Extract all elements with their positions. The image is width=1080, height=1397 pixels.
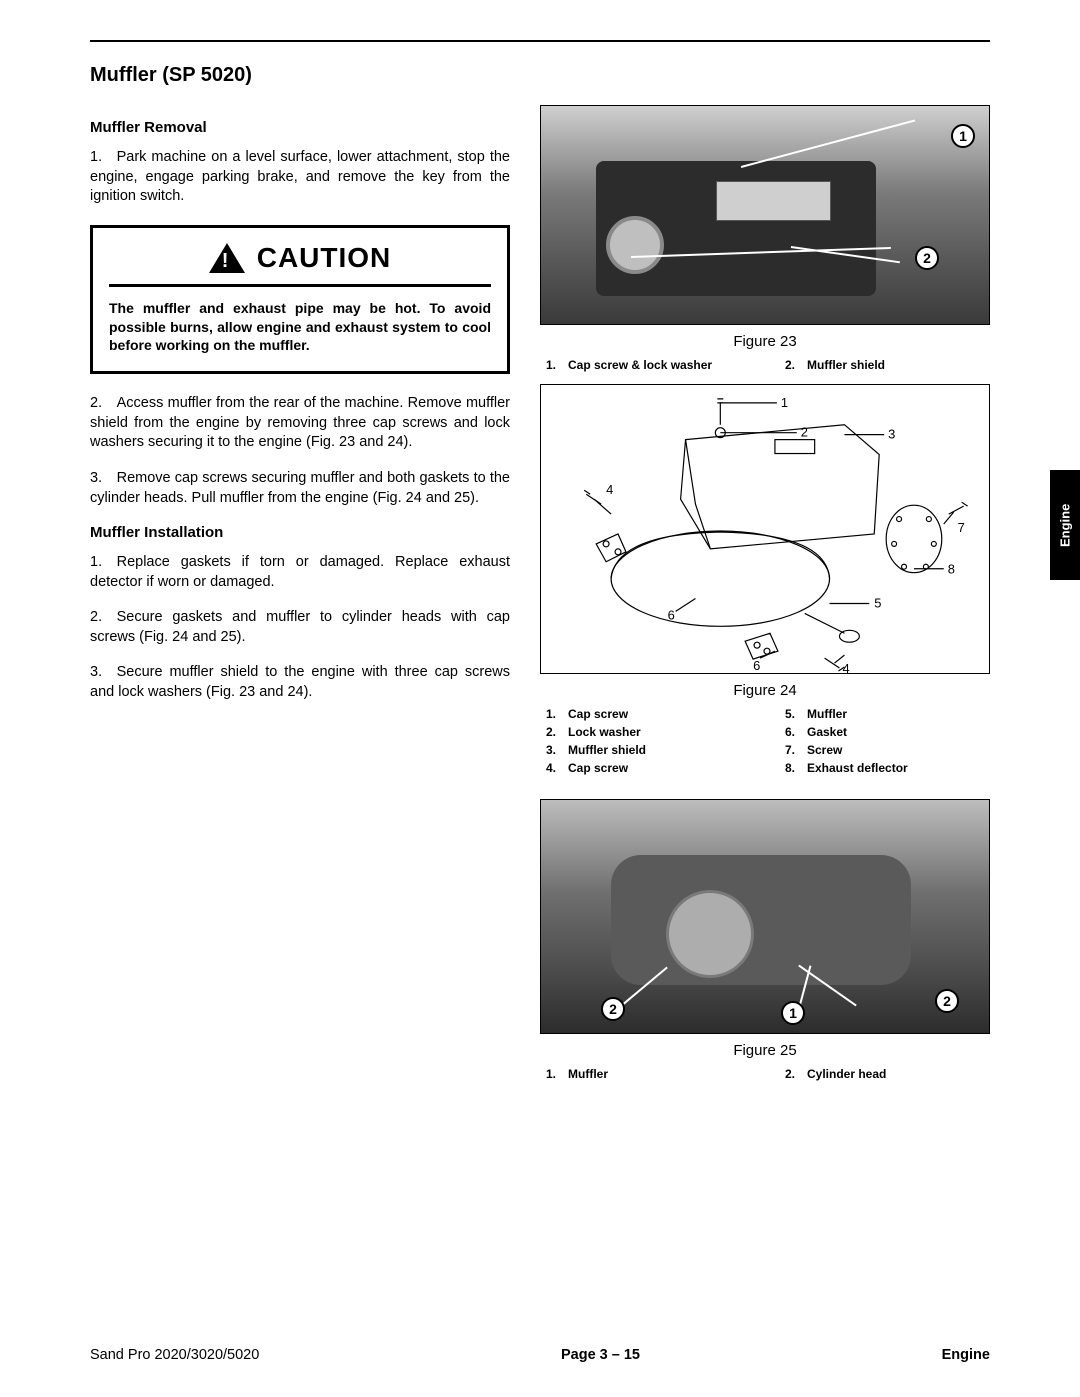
diagram-label: 4 <box>606 482 613 497</box>
installation-heading: Muffler Installation <box>90 524 510 541</box>
warning-sticker-shape <box>716 181 831 221</box>
legend-text: Cylinder head <box>807 1065 886 1083</box>
removal-heading: Muffler Removal <box>90 119 510 136</box>
install-step-3: 3. Secure muffler shield to the engine w… <box>90 663 510 702</box>
caution-label: CAUTION <box>257 242 392 274</box>
legend-text: Lock washer <box>568 723 641 741</box>
legend-num: 4. <box>546 759 562 777</box>
callout-2: 2 <box>601 997 625 1021</box>
legend-num: 8. <box>785 759 801 777</box>
install-step-2: 2. Secure gaskets and muffler to cylinde… <box>90 608 510 647</box>
legend-text: Screw <box>807 741 842 759</box>
diagram-label: 6 <box>668 607 675 622</box>
legend-num: 1. <box>546 1065 562 1083</box>
end-cap-shape <box>606 216 664 274</box>
legend-num: 2. <box>785 1065 801 1083</box>
diagram-label: 2 <box>801 425 808 440</box>
footer-page-number: Page 3 – 15 <box>561 1347 640 1363</box>
muffler-body-shape <box>611 855 911 985</box>
removal-step-3: 3. Remove cap screws securing muffler an… <box>90 469 510 508</box>
diagram-label: 3 <box>888 427 895 442</box>
caution-header: CAUTION <box>109 242 491 287</box>
page-title: Muffler (SP 5020) <box>90 64 990 87</box>
rule-top <box>90 40 990 42</box>
figure-24-caption: Figure 24 <box>540 682 990 699</box>
figure-24-diagram: 1 2 3 4 5 6 6 7 8 4 <box>540 384 990 674</box>
diagram-label: 1 <box>781 395 788 410</box>
column-right: 1 2 Figure 23 1. Cap screw & lock washer … <box>540 105 990 1093</box>
figure-25-caption: Figure 25 <box>540 1042 990 1059</box>
figure-25-photo: 2 1 2 <box>540 799 990 1034</box>
diagram-label: 8 <box>948 562 955 577</box>
legend-num: 5. <box>785 705 801 723</box>
diagram-label: 5 <box>874 595 881 610</box>
callout-1: 1 <box>781 1001 805 1025</box>
legend-num: 6. <box>785 723 801 741</box>
footer-section: Engine <box>942 1347 990 1363</box>
removal-step-2: 2. Access muffler from the rear of the m… <box>90 394 510 453</box>
diagram-label: 6 <box>753 658 760 673</box>
legend-num: 2. <box>546 723 562 741</box>
legend-text: Muffler shield <box>807 356 885 374</box>
warning-triangle-icon <box>209 243 245 273</box>
legend-text: Cap screw & lock washer <box>568 356 712 374</box>
legend-text: Muffler <box>568 1065 608 1083</box>
legend-text: Cap screw <box>568 705 628 723</box>
removal-step-1: 1. Park machine on a level surface, lowe… <box>90 148 510 207</box>
figure-23-caption: Figure 23 <box>540 333 990 350</box>
section-tab-engine: Engine <box>1050 470 1080 580</box>
legend-num: 2. <box>785 356 801 374</box>
legend-text: Muffler shield <box>568 741 646 759</box>
caution-text: The muffler and exhaust pipe may be hot.… <box>109 299 491 356</box>
legend-num: 7. <box>785 741 801 759</box>
legend-num: 1. <box>546 705 562 723</box>
muffler-plate-shape <box>666 890 754 978</box>
callout-2: 2 <box>915 246 939 270</box>
diagram-label: 4 <box>842 661 849 673</box>
callout-1: 1 <box>951 124 975 148</box>
legend-text: Gasket <box>807 723 847 741</box>
install-step-1: 1. Replace gaskets if torn or damaged. R… <box>90 553 510 592</box>
page: Muffler (SP 5020) Muffler Removal 1. Par… <box>0 0 1080 1153</box>
figure-23-legend: 1. Cap screw & lock washer 2. Muffler shie… <box>540 356 990 384</box>
footer-left: Sand Pro 2020/3020/5020 <box>90 1347 259 1363</box>
figure-23-photo: 1 2 <box>540 105 990 325</box>
diagram-label: 7 <box>958 520 965 535</box>
column-left: Muffler Removal 1. Park machine on a lev… <box>90 105 510 1093</box>
figure-24-legend: 1. Cap screw 2. Lock washer 3. Muffler shie… <box>540 705 990 787</box>
caution-box: CAUTION The muffler and exhaust pipe may… <box>90 225 510 375</box>
callout-2b: 2 <box>935 989 959 1013</box>
page-footer: Sand Pro 2020/3020/5020 Page 3 – 15 Engi… <box>90 1347 990 1363</box>
exploded-diagram-svg: 1 2 3 4 5 6 6 7 8 4 <box>541 385 989 673</box>
legend-text: Exhaust deflector <box>807 759 908 777</box>
legend-num: 3. <box>546 741 562 759</box>
two-column-layout: Muffler Removal 1. Park machine on a lev… <box>90 105 990 1093</box>
legend-text: Cap screw <box>568 759 628 777</box>
figure-25-legend: 1. Muffler 2. Cylinder head <box>540 1065 990 1093</box>
legend-num: 1. <box>546 356 562 374</box>
legend-text: Muffler <box>807 705 847 723</box>
